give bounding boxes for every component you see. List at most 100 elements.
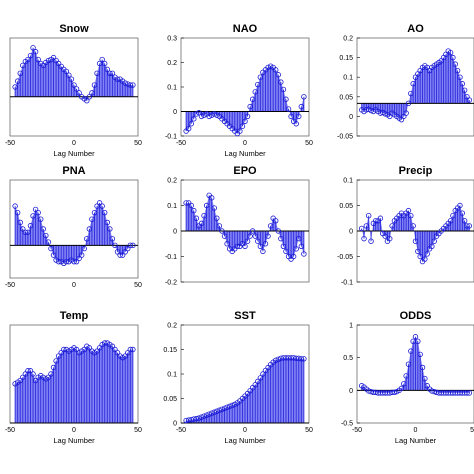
data-marker <box>107 70 113 76</box>
x-tick-label: 0 <box>243 140 247 147</box>
data-marker <box>283 355 289 361</box>
data-marker <box>214 112 220 118</box>
data-marker <box>45 374 52 380</box>
data-marker <box>94 203 100 209</box>
data-marker <box>265 233 271 239</box>
data-marker <box>50 252 57 258</box>
data-marker <box>127 82 134 88</box>
data-marker <box>112 346 118 353</box>
data-marker <box>30 213 36 219</box>
data-marker <box>422 375 428 382</box>
data-marker <box>405 361 412 367</box>
data-marker <box>48 245 54 252</box>
data-marker <box>278 79 284 85</box>
data-marker <box>96 345 103 351</box>
panel-title: Snow <box>59 23 89 35</box>
data-marker <box>298 356 305 362</box>
y-tick-label: -0.05 <box>337 254 353 261</box>
data-marker <box>211 409 217 415</box>
data-marker <box>382 233 388 239</box>
data-marker <box>257 243 264 249</box>
y-tick-label: -0.2 <box>165 280 177 287</box>
data-marker <box>30 45 36 51</box>
data-marker <box>211 205 217 211</box>
data-marker <box>198 113 205 120</box>
data-marker <box>122 353 128 359</box>
x-axis-label: Lag Number <box>224 436 266 445</box>
data-marker <box>260 371 266 377</box>
x-tick-label: 50 <box>134 427 142 434</box>
data-marker <box>257 375 264 381</box>
data-marker <box>76 90 82 96</box>
data-marker <box>109 70 116 76</box>
y-tick-label: 0.05 <box>339 94 353 101</box>
x-tick-label: 0 <box>72 282 76 289</box>
y-tick-label: 0.1 <box>167 203 177 210</box>
panel-title: EPO <box>233 165 257 177</box>
data-marker <box>206 113 212 120</box>
data-marker <box>237 128 243 134</box>
data-marker <box>447 50 454 56</box>
area-fill <box>15 202 133 264</box>
panel-title: PNA <box>62 165 85 177</box>
data-marker <box>265 64 271 71</box>
data-marker <box>102 340 108 346</box>
data-marker <box>81 346 87 353</box>
data-marker <box>102 60 108 67</box>
x-axis-label: Lag Number <box>224 149 266 158</box>
data-marker <box>122 80 128 86</box>
data-marker <box>89 216 95 222</box>
data-marker <box>431 388 437 395</box>
data-marker <box>267 223 274 229</box>
data-marker <box>398 385 405 392</box>
data-marker <box>86 345 93 351</box>
data-marker <box>275 228 281 234</box>
data-marker <box>373 218 379 224</box>
panel-title: SST <box>234 310 256 322</box>
data-marker <box>283 96 289 102</box>
data-marker <box>114 249 121 255</box>
data-marker <box>122 249 128 255</box>
y-tick-label: 0 <box>349 388 353 395</box>
data-marker <box>125 245 131 252</box>
data-marker <box>201 212 207 219</box>
data-marker <box>221 405 228 411</box>
y-tick-label: 0.05 <box>163 396 177 403</box>
data-marker <box>198 414 205 420</box>
data-marker <box>216 223 223 229</box>
data-marker <box>102 209 108 216</box>
y-tick-label: -0.1 <box>341 280 353 287</box>
data-marker <box>32 206 39 213</box>
data-marker <box>73 346 80 353</box>
data-marker <box>296 235 302 242</box>
data-marker <box>293 246 299 252</box>
data-marker <box>32 49 39 55</box>
data-marker <box>185 417 192 423</box>
panel-title: AO <box>407 23 424 35</box>
data-marker <box>296 113 302 120</box>
panel-nao: NAO 0.3 0.2 0.1 0 -0.1-50 0 50 Lag Number <box>165 23 313 158</box>
data-marker <box>22 371 29 377</box>
y-tick-label: 0.1 <box>167 372 177 379</box>
data-marker <box>50 364 57 371</box>
x-tick-label: -50 <box>5 282 15 289</box>
panel-title: Temp <box>60 310 89 322</box>
data-marker <box>198 220 205 227</box>
data-marker <box>224 404 230 411</box>
data-marker <box>38 216 44 222</box>
data-marker <box>267 63 274 69</box>
data-marker <box>14 78 21 84</box>
data-marker <box>216 407 223 413</box>
data-marker <box>464 223 470 229</box>
data-marker <box>20 226 26 232</box>
data-marker <box>431 238 437 244</box>
x-tick-label: -50 <box>5 140 15 147</box>
data-marker <box>45 239 52 245</box>
data-marker <box>211 111 217 117</box>
data-marker <box>14 209 21 216</box>
panel-snow: Snow -50 0 50 Lag Number <box>5 23 142 158</box>
y-tick-label: 0.15 <box>163 347 177 354</box>
data-marker <box>104 219 110 226</box>
data-marker <box>40 226 46 232</box>
x-tick-label: 0 <box>72 140 76 147</box>
